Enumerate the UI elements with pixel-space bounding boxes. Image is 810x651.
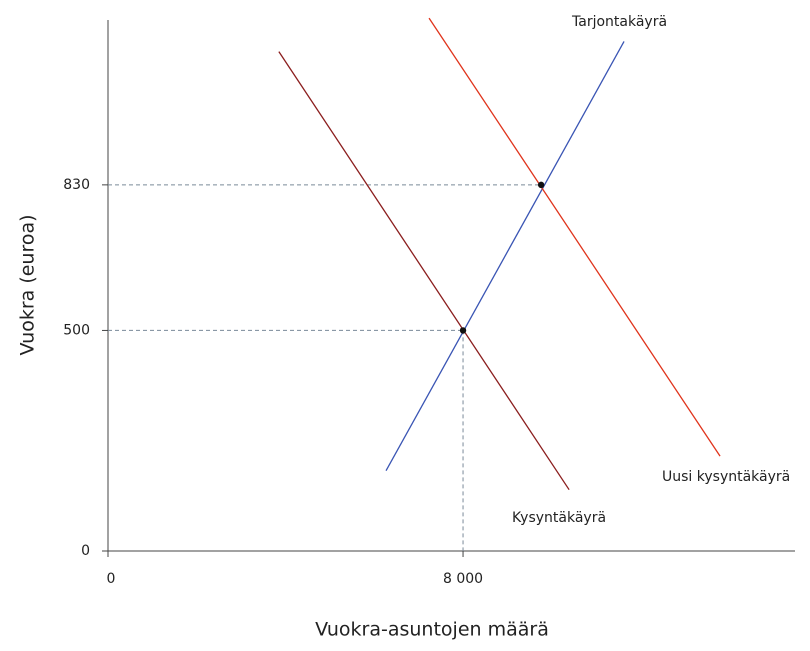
x-tick-label: 0 xyxy=(107,571,116,587)
curve xyxy=(385,41,625,472)
y-axis-title: Vuokra (euroa) xyxy=(17,214,39,355)
curve-label: Uusi kysyntäkäyrä xyxy=(662,469,790,485)
curve-label: Kysyntäkäyrä xyxy=(512,510,606,526)
curve xyxy=(278,51,570,491)
y-tick-label: 0 xyxy=(81,543,90,559)
curve-label: Tarjontakäyrä xyxy=(571,14,667,30)
y-tick-label: 500 xyxy=(63,322,90,338)
equilibrium-point xyxy=(459,327,467,334)
x-axis-title: Vuokra-asuntojen määrä xyxy=(315,619,549,641)
y-tick-label: 830 xyxy=(63,177,90,193)
curve xyxy=(428,17,721,457)
equilibrium-point xyxy=(537,181,545,189)
x-tick-label: 8 000 xyxy=(443,571,483,587)
